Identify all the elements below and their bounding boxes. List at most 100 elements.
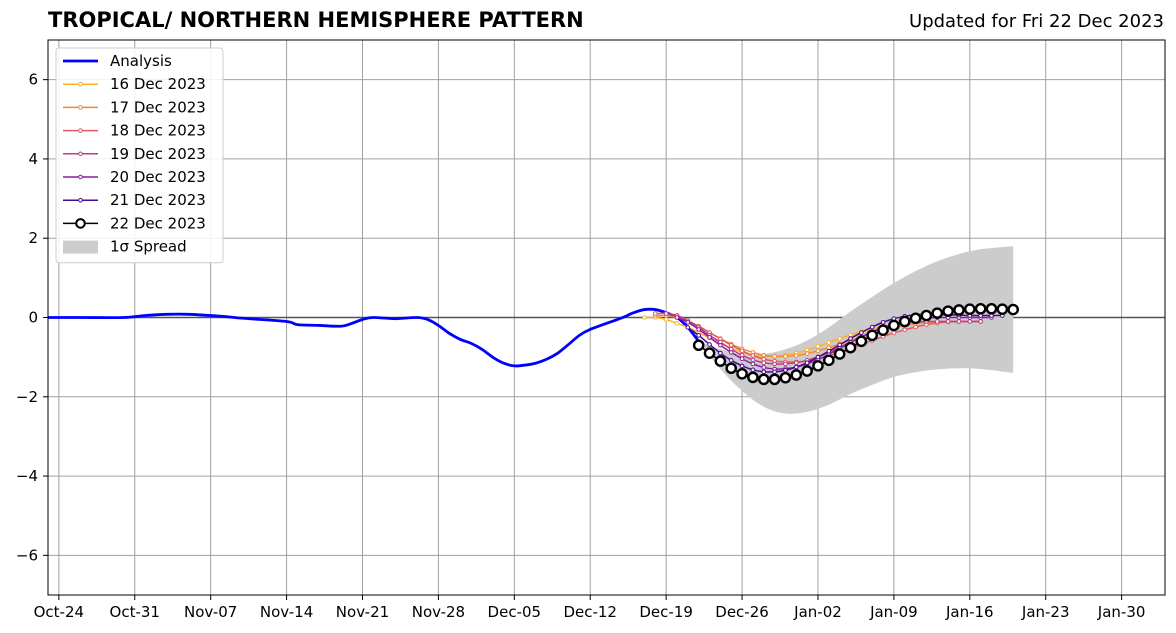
data-point: [642, 315, 647, 320]
data-point: [703, 347, 716, 359]
legend-label: 21 Dec 2023: [110, 191, 206, 209]
data-point: [747, 371, 759, 384]
data-point: [963, 303, 976, 315]
data-point: [718, 342, 723, 348]
data-point: [663, 311, 669, 316]
x-tick-label: Dec-05: [488, 603, 542, 621]
spread-band: [698, 246, 1014, 414]
x-tick-label: Jan-16: [945, 603, 994, 621]
data-point: [826, 348, 832, 354]
data-point: [783, 367, 788, 373]
data-point: [804, 360, 810, 365]
data-point: [685, 319, 691, 325]
y-tick-label: −4: [16, 467, 38, 485]
legend-item: 17 Dec 2023: [63, 98, 206, 116]
x-tick-label: Oct-24: [34, 603, 84, 621]
data-point: [837, 342, 842, 348]
chart-subtitle: Updated for Fri 22 Dec 2023: [909, 11, 1164, 32]
data-point: [674, 321, 680, 326]
data-point: [739, 348, 745, 354]
data-point: [783, 354, 788, 359]
data-point: [779, 371, 792, 384]
legend-marker: [78, 151, 83, 157]
data-point: [826, 345, 832, 350]
legend-marker: [78, 81, 83, 87]
data-point: [880, 319, 886, 325]
legend-item: Analysis: [63, 52, 172, 70]
data-point: [739, 352, 745, 358]
legend-label: 16 Dec 2023: [110, 75, 206, 93]
legend-item: 18 Dec 2023: [63, 122, 206, 140]
data-point: [869, 324, 875, 330]
data-point: [848, 332, 853, 338]
data-point: [898, 315, 911, 328]
data-point: [953, 304, 965, 316]
data-point: [967, 319, 973, 324]
series-6: [692, 302, 1019, 386]
data-point: [1007, 303, 1019, 316]
data-point: [728, 350, 734, 355]
x-tick-label: Dec-19: [639, 603, 693, 621]
data-point: [772, 354, 777, 359]
legend-label: 22 Dec 2023: [110, 214, 206, 232]
legend-box: [55, 47, 224, 264]
data-point: [934, 319, 940, 324]
legend-label: Analysis: [110, 52, 172, 70]
legend-marker: [78, 174, 83, 180]
legend-marker: [78, 128, 83, 133]
y-tick-label: 0: [28, 309, 38, 327]
y-tick-label: 2: [28, 229, 38, 247]
data-point: [728, 358, 734, 363]
y-tick-label: 6: [28, 71, 38, 89]
y-tick-label: −2: [16, 388, 38, 406]
data-point: [685, 325, 691, 330]
data-point: [725, 362, 738, 375]
data-point: [844, 341, 857, 354]
data-point: [728, 342, 734, 348]
legend: Analysis 16 Dec 2023 17 Dec 2023 18 Dec 202…: [55, 47, 224, 264]
data-point: [931, 307, 944, 319]
data-point: [877, 324, 889, 336]
data-point: [783, 361, 788, 367]
data-point: [736, 367, 748, 380]
data-point: [974, 302, 987, 315]
legend-marker: [75, 218, 86, 229]
legend-item: 19 Dec 2023: [63, 145, 206, 163]
data-point: [978, 319, 983, 324]
data-point: [812, 360, 824, 372]
data-point: [692, 339, 705, 352]
x-tick-label: Dec-12: [563, 603, 617, 621]
legend-item: 16 Dec 2023: [63, 75, 206, 93]
data-point: [653, 311, 658, 316]
data-point: [761, 356, 767, 362]
data-point: [696, 327, 701, 332]
data-point: [750, 367, 756, 373]
data-point: [707, 342, 712, 347]
plot-frame: [47, 39, 1166, 596]
data-point: [772, 369, 777, 375]
data-point: [888, 319, 900, 332]
data-point: [772, 361, 777, 367]
data-point: [859, 330, 864, 335]
data-point: [848, 336, 853, 341]
data-point: [663, 317, 669, 322]
analysis-line: [48, 307, 700, 368]
data-point: [761, 352, 767, 358]
axis-layer: Oct-24 Oct-31 Nov-07 Nov-14 Nov-21 Nov-28 Dec-…: [16, 39, 1166, 621]
data-point: [707, 335, 712, 340]
data-point: [804, 347, 810, 353]
data-point: [757, 373, 770, 386]
data-point: [793, 364, 799, 370]
data-point: [833, 348, 846, 360]
legend-item: 22 Dec 2023: [63, 214, 206, 232]
data-point: [815, 354, 821, 360]
data-point: [985, 302, 998, 315]
data-point: [750, 361, 756, 367]
data-point: [739, 356, 745, 362]
data-point: [714, 355, 727, 367]
data-point: [815, 348, 821, 354]
legend-label: 1σ Spread: [110, 238, 187, 256]
data-point: [837, 336, 842, 341]
x-tick-label: Nov-21: [336, 603, 389, 621]
